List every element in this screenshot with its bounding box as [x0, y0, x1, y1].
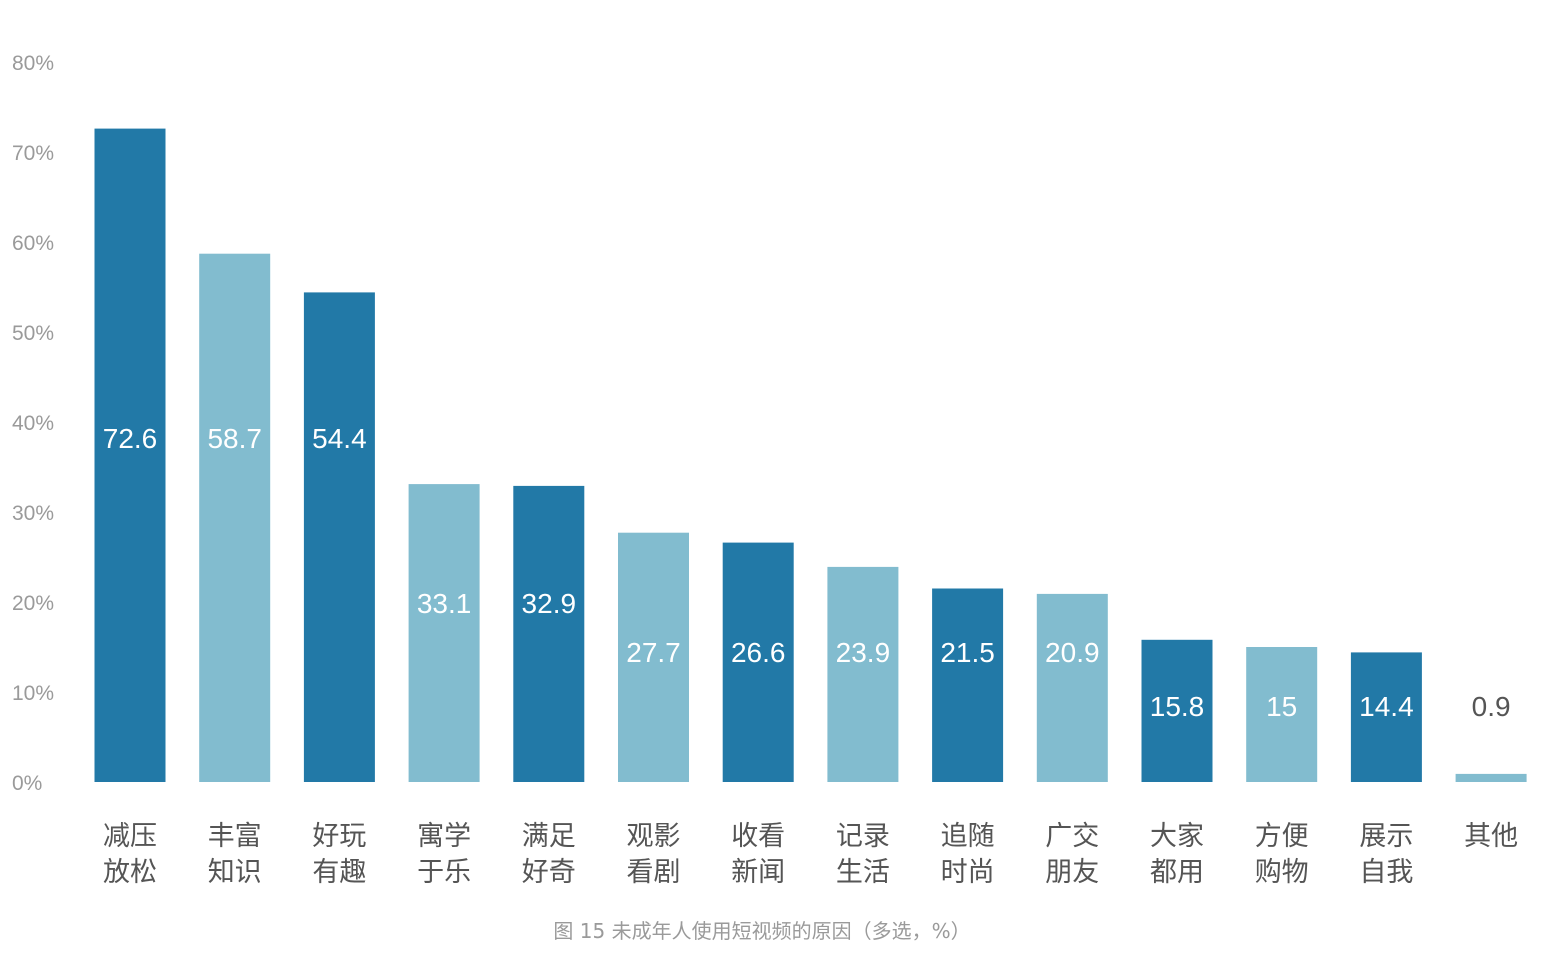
bar [932, 588, 1004, 782]
bar [408, 484, 480, 782]
bar [303, 292, 375, 782]
category-label: 减压 [103, 821, 157, 852]
data-label: 26.6 [731, 637, 786, 668]
data-label: 15.8 [1150, 691, 1205, 722]
category-label: 朋友 [1045, 857, 1099, 888]
category-label: 新闻 [731, 857, 785, 888]
y-tick-label: 20% [12, 592, 54, 615]
y-tick-label: 60% [12, 232, 54, 255]
bar [1350, 652, 1422, 782]
category-label: 于乐 [417, 857, 471, 888]
category-label: 看剧 [627, 857, 681, 888]
category-label: 放松 [103, 857, 157, 888]
data-label: 54.4 [312, 423, 367, 454]
category-label: 时尚 [941, 857, 995, 888]
category-label: 广交 [1045, 821, 1099, 852]
bar [1141, 639, 1213, 782]
data-label: 21.5 [940, 637, 995, 668]
category-label: 满足 [522, 821, 576, 852]
y-tick-label: 10% [12, 682, 54, 705]
bar [722, 542, 794, 782]
y-tick-label: 50% [12, 322, 54, 345]
y-tick-label: 80% [12, 52, 54, 75]
category-label: 观影 [627, 821, 681, 852]
category-label: 收看 [731, 821, 785, 852]
category-label: 知识 [208, 857, 262, 888]
category-label: 都用 [1150, 857, 1204, 888]
bars [94, 128, 1527, 783]
bar [1455, 773, 1527, 782]
category-label: 寓学 [417, 821, 471, 852]
data-label: 58.7 [207, 423, 262, 454]
bar [94, 128, 166, 783]
data-label: 72.6 [103, 423, 158, 454]
data-label: 32.9 [522, 588, 577, 619]
chart-caption: 图 15 未成年人使用短视频的原因（多选，%） [553, 919, 970, 943]
category-label: 展示 [1359, 821, 1413, 852]
category-label: 记录 [836, 821, 890, 852]
y-axis: 0% 10% 20% 30% 40% 50% 60% 70% 80% [12, 52, 54, 795]
data-label: 27.7 [626, 637, 681, 668]
bar [1036, 593, 1108, 782]
category-label: 其他 [1464, 821, 1518, 852]
y-tick-label: 30% [12, 502, 54, 525]
data-label: 20.9 [1045, 637, 1100, 668]
category-label: 好奇 [522, 857, 576, 888]
category-label: 生活 [836, 857, 890, 888]
category-label: 丰富 [208, 821, 262, 852]
data-label: 15 [1266, 691, 1297, 722]
y-tick-label: 70% [12, 142, 54, 165]
value-labels: 72.6 58.7 54.4 33.1 32.9 27.7 26.6 23.9 21.5 20.9… [103, 423, 1511, 722]
data-label: 0.9 [1472, 691, 1511, 722]
category-label: 购物 [1255, 857, 1309, 888]
y-tick-label: 0% [12, 772, 42, 795]
category-label: 自我 [1359, 857, 1413, 888]
bar [513, 485, 585, 782]
category-label: 好玩 [312, 821, 366, 852]
bar [1246, 647, 1318, 782]
data-label: 23.9 [836, 637, 891, 668]
bar [827, 566, 899, 782]
category-label: 有趣 [312, 857, 366, 888]
data-label: 14.4 [1359, 691, 1414, 722]
category-label: 方便 [1255, 821, 1309, 852]
data-label: 33.1 [417, 588, 472, 619]
y-tick-label: 40% [12, 412, 54, 435]
category-label: 大家 [1150, 821, 1204, 852]
bar [199, 253, 271, 782]
bar [618, 532, 689, 782]
category-label: 追随 [941, 821, 995, 852]
